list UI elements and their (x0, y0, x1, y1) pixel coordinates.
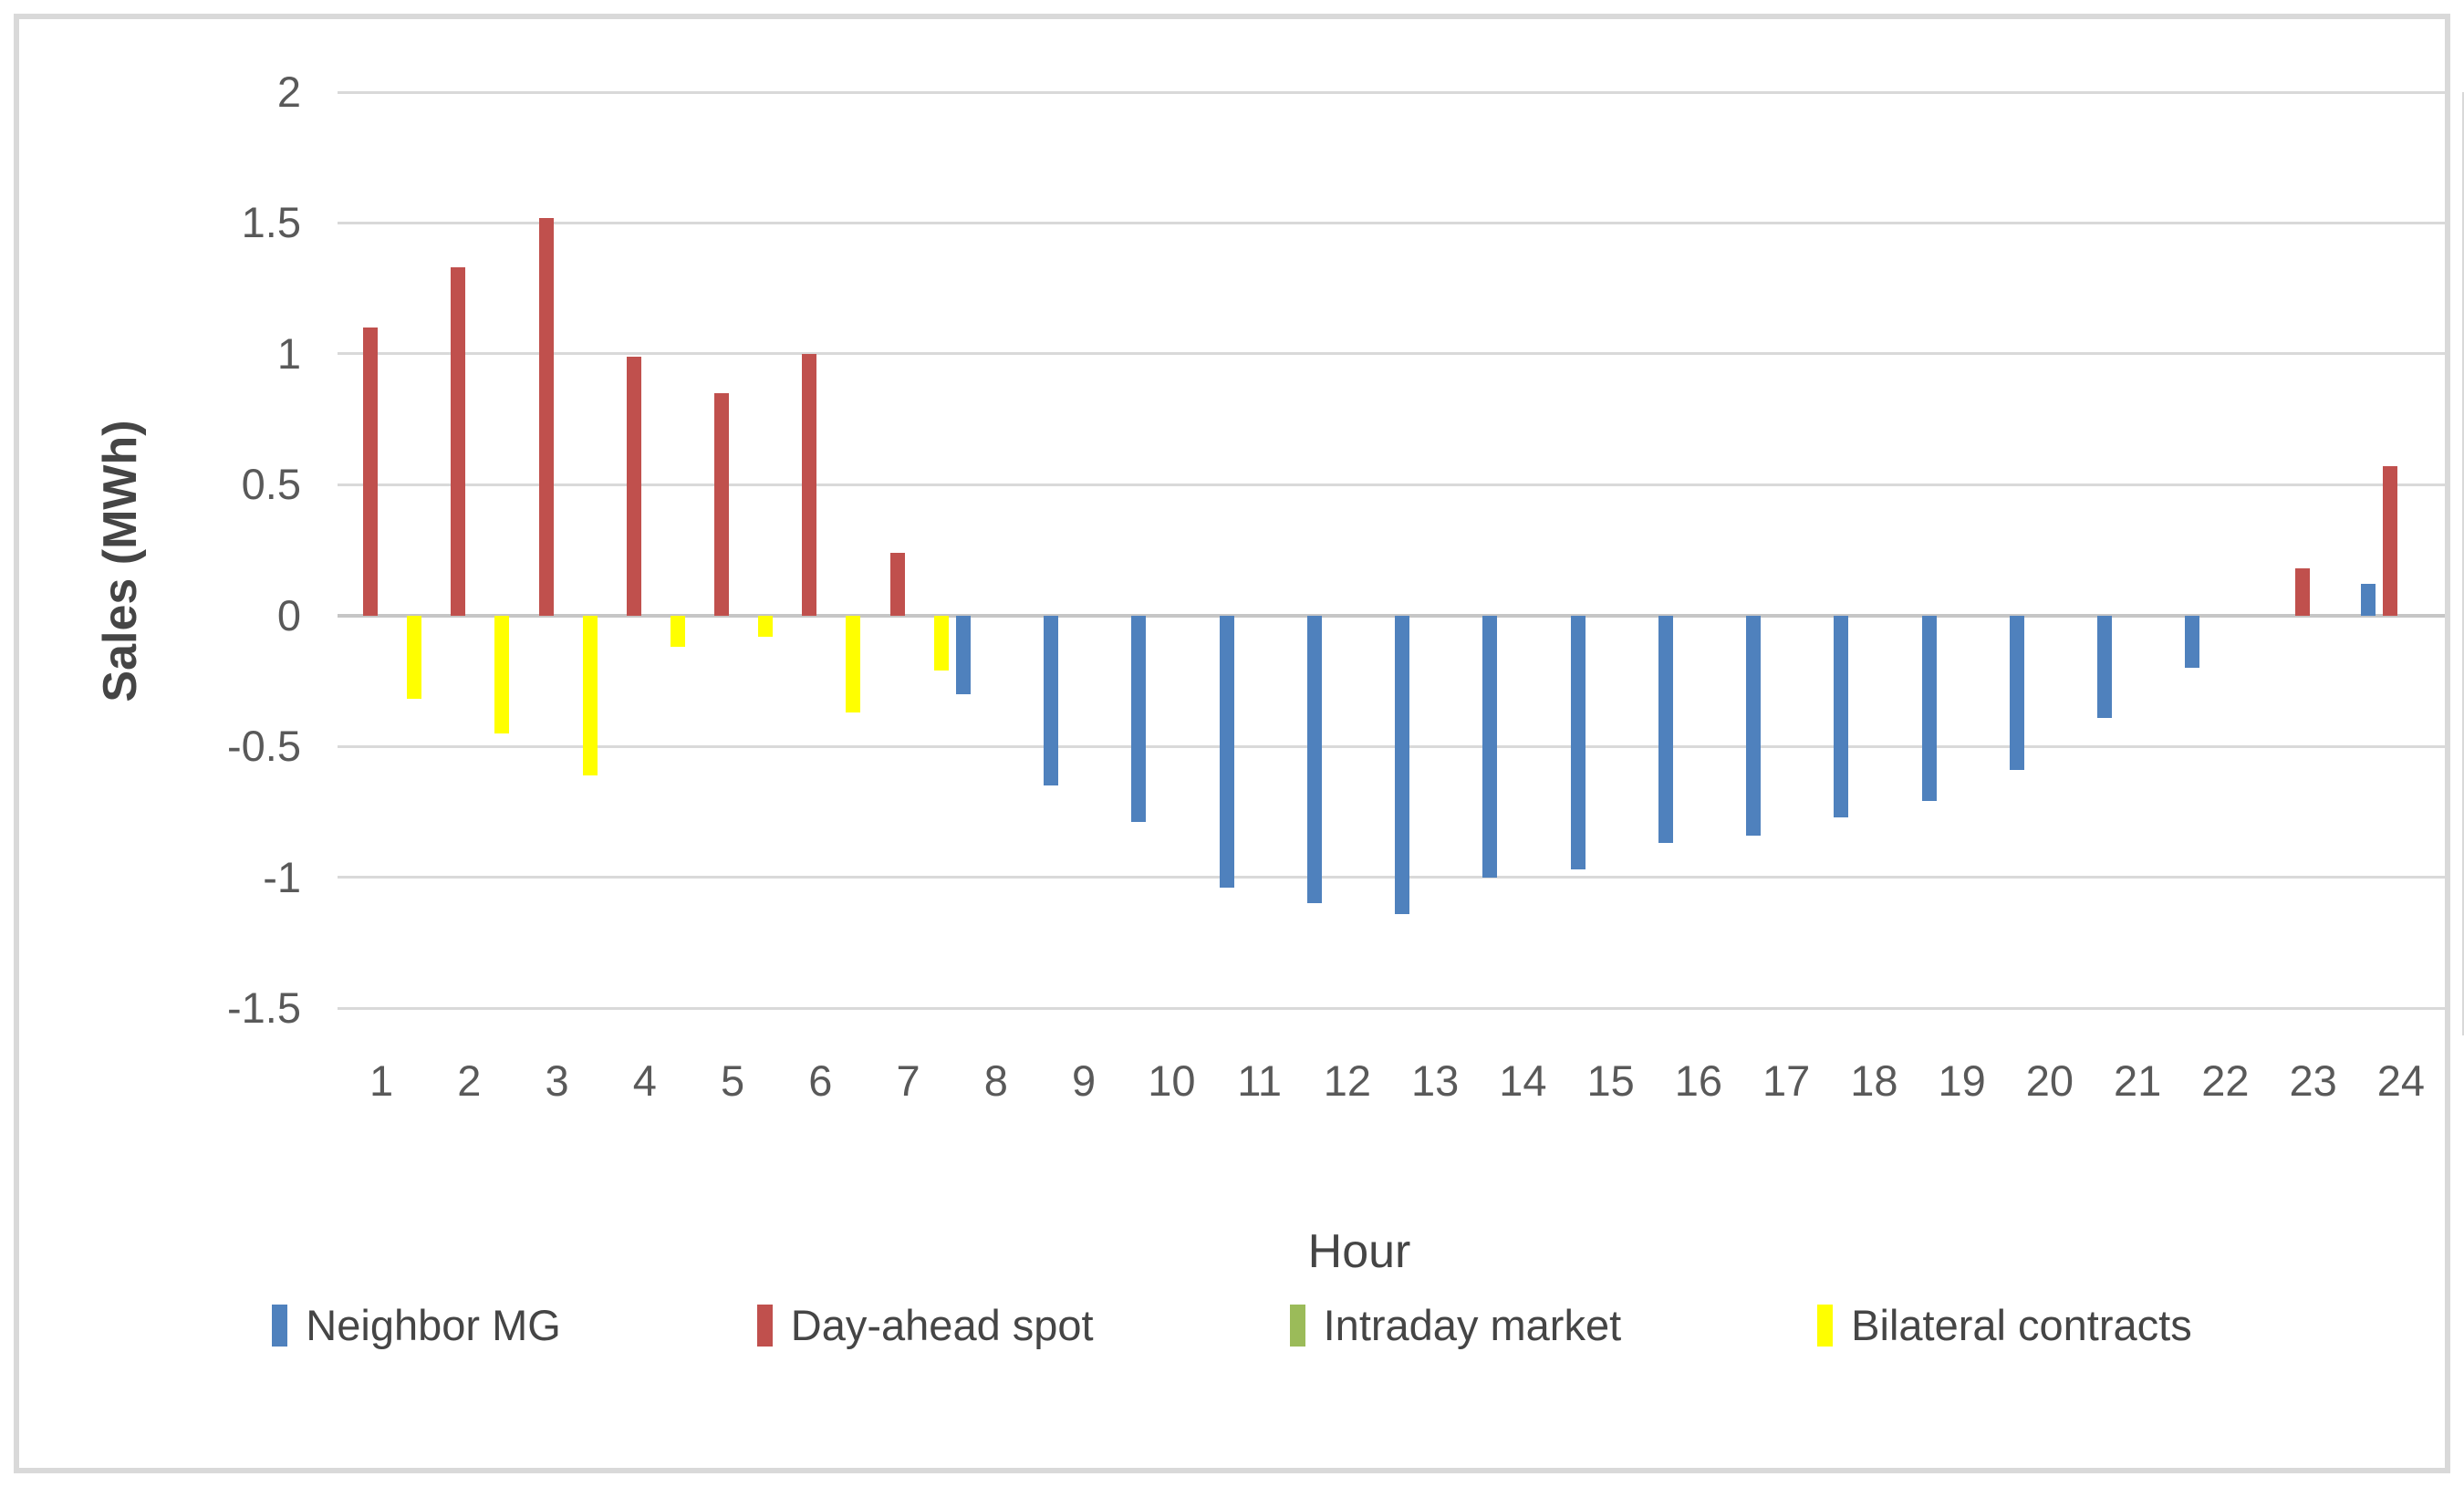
bar-day-ahead-spot-hour-4 (626, 356, 641, 616)
x-tick-label-19: 19 (1938, 1056, 1986, 1105)
x-tick-label-6: 6 (808, 1056, 833, 1105)
bar-day-ahead-spot-hour-7 (889, 552, 905, 616)
x-tick-label-21: 21 (2113, 1056, 2162, 1105)
legend-swatch-neighbor-mg (272, 1304, 288, 1347)
y-tick-label: -1 (263, 852, 301, 901)
x-tick-label-18: 18 (1850, 1056, 1898, 1105)
legend-label: Day-ahead spot (790, 1301, 1094, 1349)
bar-bilateral-contracts-hour-7 (933, 615, 949, 671)
gridline (338, 90, 2445, 94)
x-tick-label-2: 2 (457, 1056, 482, 1105)
bar-neighbor-mg-hour-14 (1482, 615, 1498, 878)
plot-area (338, 90, 2464, 1036)
legend-item-intraday-market: Intraday market (1289, 1300, 1622, 1350)
x-tick-label-13: 13 (1410, 1056, 1460, 1105)
bar-day-ahead-spot-hour-1 (363, 328, 379, 616)
y-tick-label: 2 (276, 68, 301, 116)
zero-axis-line (338, 614, 2445, 619)
legend-label: Neighbor MG (306, 1301, 561, 1349)
x-tick-label-3: 3 (545, 1056, 569, 1105)
bar-neighbor-mg-hour-12 (1306, 615, 1322, 904)
legend-item-day-ahead-spot: Day-ahead spot (756, 1300, 1094, 1350)
y-tick-label: -1.5 (227, 983, 301, 1032)
x-tick-label-22: 22 (2201, 1056, 2250, 1105)
bar-neighbor-mg-hour-22 (2185, 615, 2200, 669)
bar-bilateral-contracts-hour-2 (494, 615, 510, 733)
bar-neighbor-mg-hour-17 (1746, 615, 1762, 836)
x-tick-label-17: 17 (1762, 1056, 1811, 1105)
bar-day-ahead-spot-hour-5 (714, 392, 730, 616)
x-axis-title: Hour (1307, 1225, 1411, 1278)
bar-bilateral-contracts-hour-3 (582, 615, 598, 775)
x-tick-label-5: 5 (721, 1056, 745, 1105)
y-tick-label: 0.5 (241, 460, 301, 509)
x-tick-label-10: 10 (1148, 1056, 1196, 1105)
y-tick-label: 0 (276, 590, 301, 640)
x-tick-label-11: 11 (1237, 1056, 1283, 1105)
legend-item-bilateral-contracts: Bilateral contracts (1817, 1300, 2192, 1350)
bar-bilateral-contracts-hour-5 (758, 615, 774, 637)
bar-neighbor-mg-hour-15 (1570, 615, 1585, 869)
bar-neighbor-mg-hour-24 (2360, 584, 2376, 616)
x-tick-label-7: 7 (896, 1056, 920, 1105)
bar-day-ahead-spot-hour-23 (2294, 568, 2310, 616)
bar-neighbor-mg-hour-16 (1658, 615, 1673, 844)
x-tick-label-23: 23 (2289, 1056, 2337, 1105)
bar-day-ahead-spot-hour-6 (802, 353, 817, 616)
gridline (338, 483, 2445, 486)
x-tick-label-16: 16 (1674, 1056, 1723, 1105)
bar-bilateral-contracts-hour-1 (407, 615, 422, 700)
x-tick-label-9: 9 (1072, 1056, 1097, 1105)
legend-swatch-bilateral-contracts (1817, 1304, 1834, 1347)
bar-neighbor-mg-hour-8 (955, 615, 971, 694)
x-tick-label-24: 24 (2376, 1056, 2426, 1105)
x-tick-label-20: 20 (2025, 1056, 2074, 1105)
gridline (338, 876, 2445, 879)
bar-bilateral-contracts-hour-6 (846, 615, 861, 712)
bar-neighbor-mg-hour-21 (2097, 615, 2113, 718)
legend-label: Intraday market (1323, 1301, 1622, 1349)
x-tick-label-14: 14 (1499, 1056, 1547, 1105)
bar-day-ahead-spot-hour-2 (451, 267, 466, 616)
bar-neighbor-mg-hour-19 (1921, 615, 1937, 802)
bar-neighbor-mg-hour-11 (1219, 615, 1234, 889)
gridline (338, 1006, 2445, 1010)
bar-neighbor-mg-hour-10 (1131, 615, 1147, 823)
plot-right-border (2462, 92, 2464, 1036)
bar-neighbor-mg-hour-20 (2009, 615, 2024, 770)
y-tick-label: 1.5 (241, 198, 301, 247)
bar-neighbor-mg-hour-13 (1395, 615, 1410, 914)
bar-day-ahead-spot-hour-3 (538, 217, 554, 616)
legend-item-neighbor-mg: Neighbor MG (272, 1300, 561, 1350)
legend-label: Bilateral contracts (1851, 1301, 2192, 1349)
x-tick-label-1: 1 (369, 1056, 394, 1105)
x-tick-label-4: 4 (632, 1056, 657, 1105)
x-tick-label-8: 8 (983, 1056, 1008, 1105)
x-tick-label-15: 15 (1586, 1056, 1635, 1105)
legend-swatch-intraday-market (1289, 1304, 1305, 1347)
x-tick-label-12: 12 (1323, 1056, 1372, 1105)
bar-bilateral-contracts-hour-4 (670, 615, 685, 648)
gridline (338, 352, 2445, 356)
bar-day-ahead-spot-hour-24 (2382, 466, 2397, 616)
bar-neighbor-mg-hour-9 (1044, 615, 1059, 786)
legend: Neighbor MG Day-ahead spot Intraday market… (0, 1300, 2464, 1350)
y-tick-label: 1 (276, 328, 301, 378)
bar-neighbor-mg-hour-18 (1834, 615, 1849, 817)
y-tick-label: -0.5 (227, 722, 301, 771)
gridline (338, 221, 2445, 224)
gridline (338, 744, 2445, 748)
legend-swatch-day-ahead-spot (756, 1304, 773, 1347)
